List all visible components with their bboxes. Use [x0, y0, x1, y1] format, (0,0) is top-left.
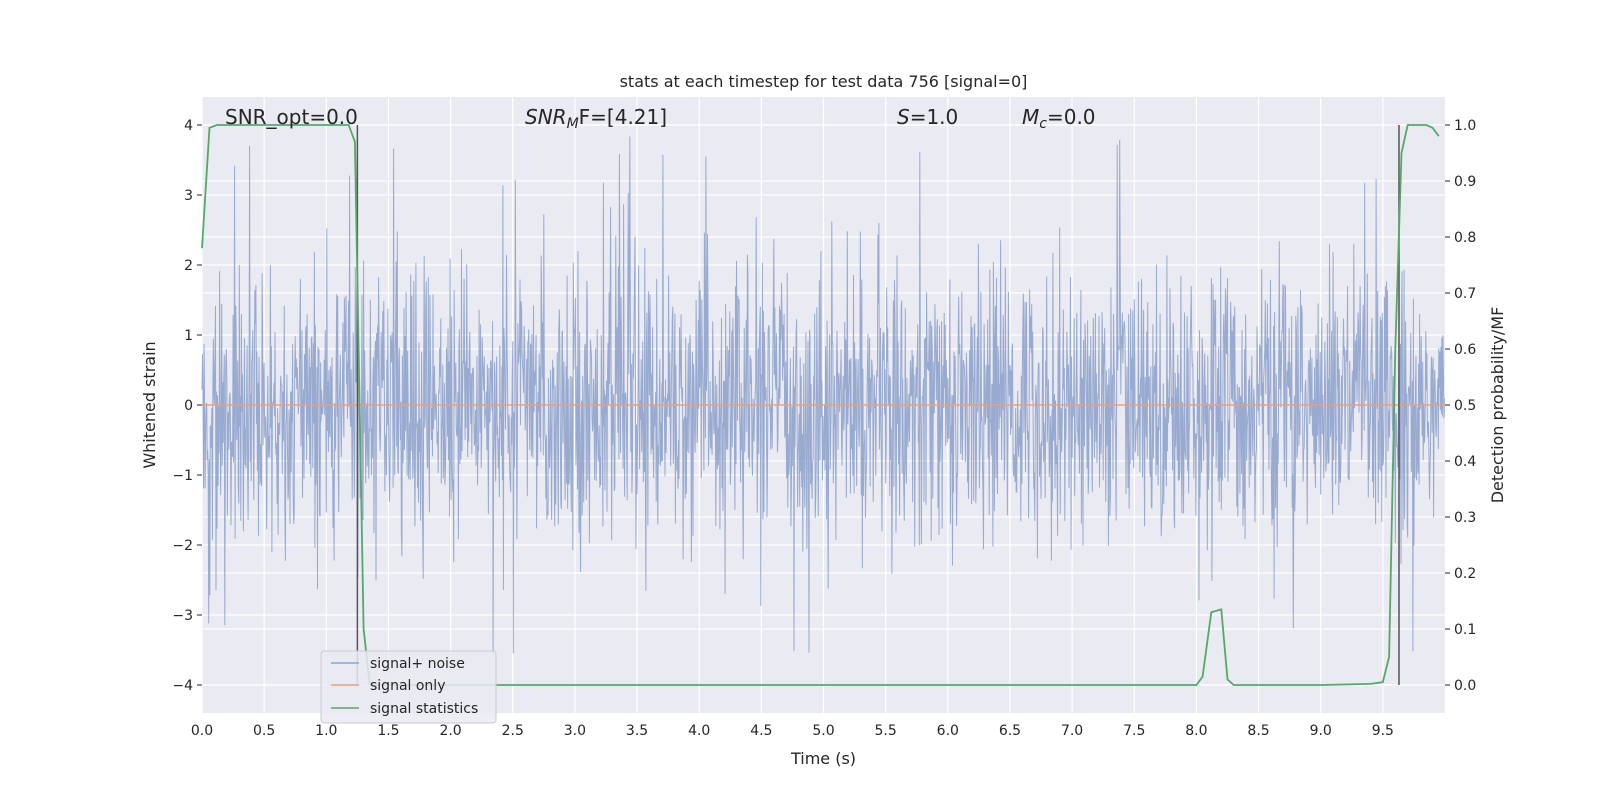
x-tick-label: 7.5: [1123, 723, 1145, 739]
annotations: SNR_opt=0.0 SNRMF=[4.21] S=1.0 Mc=0.0: [225, 105, 1096, 132]
legend-box: [320, 650, 497, 724]
y-tick-label: 2: [184, 258, 193, 274]
annotation-snr-opt: SNR_opt=0.0: [225, 105, 358, 129]
x-tick-label: 7.0: [1061, 723, 1083, 739]
y2-tick-label: 0.0: [1454, 678, 1476, 694]
x-tick-label: 5.0: [812, 723, 834, 739]
x-tick-label: 8.0: [1185, 723, 1207, 739]
legend: signal+ noise signal only signal statist…: [320, 650, 497, 724]
y-tick-label: −2: [172, 538, 193, 554]
y2-tick-label: 0.7: [1454, 286, 1476, 302]
annotation-s: S=1.0: [897, 105, 958, 129]
x-tick-label: 2.0: [439, 723, 461, 739]
x-tick-label: 4.0: [688, 723, 710, 739]
x-tick-label: 2.5: [502, 723, 524, 739]
mc-value: =0.0: [1047, 105, 1096, 129]
y2-tick-label: 0.1: [1454, 622, 1476, 638]
y2-axis-label: Detection probability/MF: [1488, 307, 1507, 504]
signal-statistics-line: [201, 124, 1440, 686]
y-tick-label: 0: [184, 398, 193, 414]
ticks: 0.0 0.5 1.0 1.5 2.0 2.5 3.0 3.5 4.0 4.5 5.0 5.5 6.0 6…: [172, 118, 1476, 739]
s-value: =1.0: [910, 105, 959, 129]
mc-symbol: M: [1022, 105, 1039, 129]
snr-mf-symbol: SNR: [525, 105, 567, 129]
y2-tick-label: 1.0: [1454, 118, 1476, 134]
mc-subscript: c: [1039, 116, 1047, 132]
y2-tick-label: 0.2: [1454, 566, 1476, 582]
x-tick-label: 8.5: [1247, 723, 1269, 739]
noise-line: [201, 136, 1445, 656]
y-tick-label: 3: [184, 188, 193, 204]
x-tick-label: 6.5: [999, 723, 1021, 739]
x-tick-label: 3.5: [626, 723, 648, 739]
x-tick-label: 6.0: [937, 723, 959, 739]
annotation-mc: Mc=0.0: [1022, 105, 1096, 132]
y2-tick-label: 0.3: [1454, 510, 1476, 526]
y2-tick-label: 0.9: [1454, 174, 1476, 190]
series-layer: [201, 124, 1445, 686]
y-tick-label: 1: [184, 328, 193, 344]
s-symbol: S: [897, 105, 910, 129]
noise-trace: [201, 136, 1445, 656]
y2-tick-label: 0.5: [1454, 398, 1476, 414]
legend-label-stats: signal statistics: [370, 701, 478, 717]
x-tick-label: 5.5: [875, 723, 897, 739]
y-tick-label: −4: [172, 678, 193, 694]
y-axis-label: Whitened strain: [140, 341, 159, 468]
x-tick-label: 3.0: [564, 723, 586, 739]
snr-mf-subscript: M: [567, 116, 579, 132]
x-tick-label: 9.5: [1372, 723, 1394, 739]
x-tick-label: 1.5: [377, 723, 399, 739]
x-tick-label: 1.0: [315, 723, 337, 739]
y2-tick-label: 0.6: [1454, 342, 1476, 358]
y-tick-label: −1: [172, 468, 193, 484]
chart-title: stats at each timestep for test data 756…: [620, 72, 1028, 91]
y-tick-label: 4: [184, 118, 193, 134]
legend-label-noise: signal+ noise: [370, 656, 465, 672]
x-tick-label: 4.5: [750, 723, 772, 739]
legend-label-signal: signal only: [370, 678, 445, 694]
y2-tick-label: 0.8: [1454, 230, 1476, 246]
annotation-snr-mf: SNRMF=[4.21]: [525, 105, 667, 132]
x-axis-label: Time (s): [790, 749, 856, 768]
y2-tick-label: 0.4: [1454, 454, 1476, 470]
x-tick-label: 0.0: [191, 723, 213, 739]
y-tick-label: −3: [172, 608, 193, 624]
x-tick-label: 0.5: [253, 723, 275, 739]
snr-mf-value: F=[4.21]: [579, 105, 667, 129]
x-tick-label: 9.0: [1310, 723, 1332, 739]
